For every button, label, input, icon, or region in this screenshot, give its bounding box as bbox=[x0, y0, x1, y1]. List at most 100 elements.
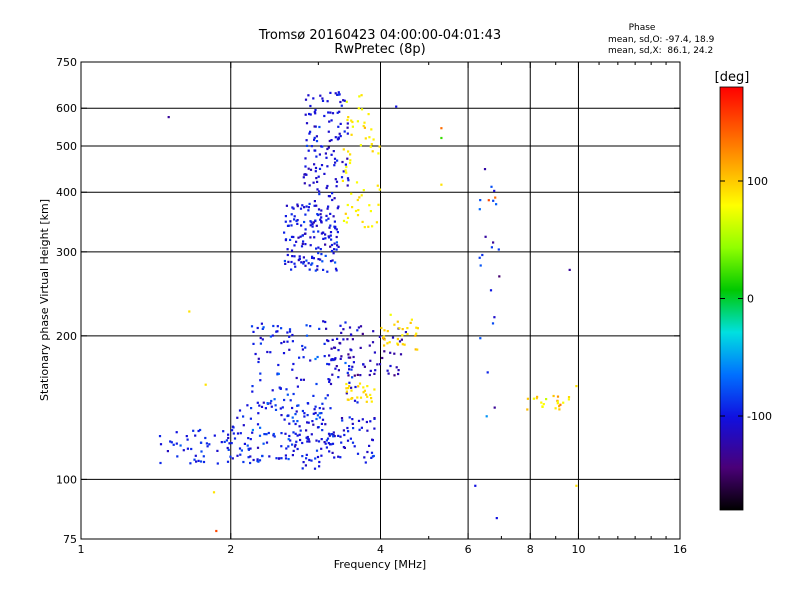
data-point bbox=[383, 344, 386, 347]
data-point bbox=[335, 180, 339, 183]
data-point bbox=[256, 446, 260, 449]
data-point bbox=[364, 137, 367, 140]
data-point bbox=[361, 220, 364, 223]
data-point bbox=[401, 328, 404, 331]
data-point bbox=[395, 366, 398, 369]
data-point bbox=[346, 426, 349, 430]
data-point bbox=[339, 357, 342, 360]
data-point bbox=[375, 221, 378, 224]
phase-stats-o: mean, sd,O: -97.4, 18.9 bbox=[608, 35, 715, 45]
data-point bbox=[315, 439, 318, 442]
y-tick-label: 75 bbox=[63, 533, 77, 546]
data-point bbox=[378, 335, 381, 338]
data-point bbox=[280, 327, 283, 330]
data-point bbox=[556, 395, 560, 398]
data-point bbox=[299, 207, 303, 210]
data-point bbox=[298, 255, 301, 258]
colorbar-tick-label: -100 bbox=[747, 410, 772, 423]
data-point bbox=[231, 457, 234, 460]
data-point bbox=[348, 381, 351, 384]
data-point bbox=[342, 429, 345, 432]
data-point bbox=[359, 396, 363, 399]
data-point bbox=[366, 450, 369, 454]
data-point bbox=[334, 92, 337, 95]
data-point bbox=[369, 210, 372, 213]
data-point bbox=[490, 246, 493, 249]
data-point bbox=[478, 208, 481, 211]
data-point bbox=[284, 239, 287, 242]
data-point bbox=[346, 157, 349, 160]
data-point bbox=[344, 163, 347, 166]
data-point bbox=[293, 255, 296, 258]
colorbar-tick-label: 0 bbox=[747, 293, 754, 306]
data-point bbox=[284, 215, 287, 218]
data-point bbox=[246, 444, 249, 447]
data-point bbox=[335, 235, 338, 239]
data-point bbox=[288, 434, 291, 438]
data-point bbox=[303, 220, 306, 224]
data-point bbox=[324, 423, 327, 426]
data-point bbox=[368, 373, 371, 377]
data-point bbox=[294, 443, 297, 446]
data-point bbox=[298, 257, 301, 261]
data-point bbox=[323, 355, 326, 358]
data-point bbox=[316, 180, 319, 183]
data-point bbox=[374, 369, 377, 372]
data-point bbox=[347, 398, 350, 401]
data-point bbox=[353, 445, 356, 448]
data-point bbox=[315, 247, 318, 250]
data-point bbox=[320, 454, 323, 457]
data-point bbox=[263, 433, 266, 436]
data-point bbox=[280, 457, 283, 460]
data-point bbox=[230, 442, 233, 445]
data-point bbox=[175, 431, 178, 434]
data-point bbox=[251, 431, 254, 434]
data-point bbox=[335, 248, 338, 251]
data-point bbox=[340, 417, 344, 420]
data-point bbox=[316, 265, 319, 268]
data-point bbox=[252, 330, 255, 333]
data-point bbox=[387, 372, 390, 375]
data-point bbox=[386, 330, 389, 333]
data-point bbox=[319, 248, 322, 251]
data-point bbox=[325, 439, 328, 442]
data-point bbox=[194, 434, 197, 437]
data-point bbox=[309, 236, 312, 239]
data-point bbox=[299, 438, 302, 442]
data-point bbox=[368, 136, 371, 139]
chart-subtitle: RwPretec (8p) bbox=[334, 42, 425, 57]
data-point bbox=[313, 163, 316, 166]
data-point bbox=[367, 113, 370, 116]
data-point bbox=[294, 422, 297, 426]
data-point bbox=[242, 424, 245, 427]
data-point bbox=[356, 120, 359, 123]
data-point bbox=[329, 234, 332, 237]
data-point bbox=[362, 124, 365, 128]
data-point bbox=[293, 218, 296, 221]
data-point bbox=[320, 145, 323, 148]
data-point bbox=[316, 188, 319, 191]
data-point bbox=[497, 248, 500, 251]
data-point bbox=[323, 342, 326, 345]
data-point bbox=[182, 449, 185, 452]
data-point bbox=[307, 421, 310, 424]
data-point bbox=[300, 245, 304, 248]
y-tick-label: 200 bbox=[56, 330, 77, 343]
data-point bbox=[309, 104, 312, 108]
data-point bbox=[251, 390, 254, 393]
data-point bbox=[158, 435, 162, 438]
data-point bbox=[166, 450, 169, 453]
data-point bbox=[265, 433, 268, 436]
data-point bbox=[484, 235, 487, 238]
data-point bbox=[303, 415, 306, 418]
data-point bbox=[318, 153, 321, 156]
data-point bbox=[369, 145, 372, 148]
data-point bbox=[327, 130, 330, 133]
data-point bbox=[346, 132, 349, 135]
data-point bbox=[365, 400, 368, 403]
data-point bbox=[302, 461, 305, 464]
data-point bbox=[415, 332, 418, 335]
data-point bbox=[341, 179, 344, 182]
data-point bbox=[299, 429, 302, 432]
data-point bbox=[258, 404, 261, 407]
